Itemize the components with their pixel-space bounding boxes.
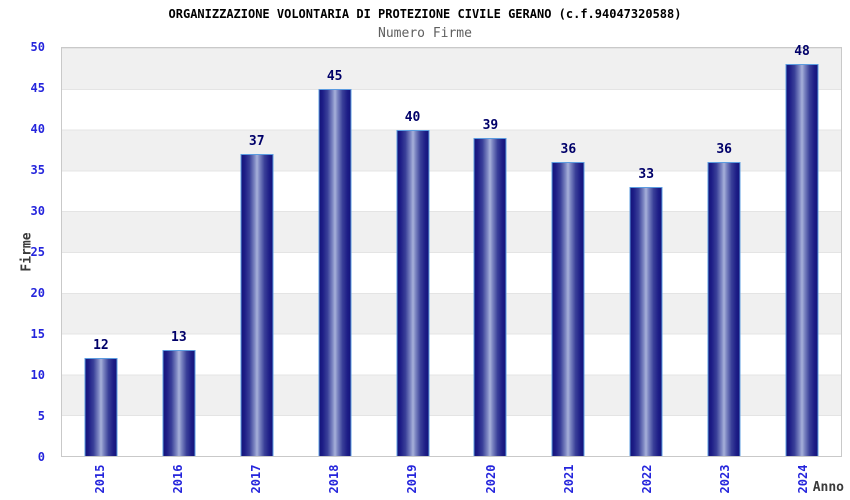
y-tick-label: 50	[30, 40, 45, 54]
bar-2021	[551, 162, 585, 456]
y-tick-label: 5	[37, 409, 45, 423]
x-axis-title: Anno	[812, 480, 844, 495]
y-tick-label: 35	[30, 163, 45, 177]
x-tick-label: 2017	[249, 464, 264, 494]
bar-value-label: 48	[794, 44, 810, 60]
x-tick-label: 2018	[327, 464, 342, 494]
bar-value-label: 36	[560, 142, 577, 158]
bar-value-label: 45	[326, 68, 343, 84]
plot-area: 12 13 37 45 40 39 36 33 36 48	[61, 44, 842, 457]
bar-2019	[396, 129, 430, 456]
y-tick-label: 20	[30, 286, 45, 300]
x-tick-label: 2020	[483, 464, 498, 494]
bar-value-label: 13	[171, 329, 187, 345]
bar-value-label: 39	[482, 117, 499, 133]
bar-2022	[629, 186, 663, 456]
bar-value-label: 33	[638, 166, 655, 182]
x-tick-label: 2015	[93, 464, 108, 494]
chart-title: ORGANIZZAZIONE VOLONTARIA DI PROTEZIONE …	[168, 7, 682, 21]
bar-value-label: 40	[404, 109, 421, 125]
y-tick-label: 40	[30, 122, 45, 136]
bar-value-label: 37	[248, 134, 265, 150]
x-tick-label: 2024	[795, 464, 810, 494]
x-tick-label: 2023	[717, 464, 732, 494]
chart-subtitle: Numero Firme	[378, 26, 472, 41]
y-tick-label: 25	[30, 245, 45, 259]
y-tick-label: 30	[30, 204, 45, 218]
x-axis: 2015 2016 2017 2018 2019 2020 2021 2022 2023 2024	[61, 458, 842, 500]
bar-2017	[240, 154, 274, 456]
x-tick-label: 2021	[561, 464, 576, 494]
x-tick-label: 2016	[171, 464, 186, 494]
y-tick-label: 0	[37, 450, 45, 464]
bar-2023	[707, 162, 741, 456]
bar-2018	[318, 88, 352, 456]
bar-2024	[785, 64, 819, 456]
y-tick-label: 45	[30, 81, 45, 95]
x-tick-label: 2019	[405, 464, 420, 494]
x-tick-label: 2022	[639, 464, 654, 494]
y-tick-label: 15	[30, 327, 45, 341]
bar-value-label: 36	[716, 142, 732, 158]
y-tick-label: 10	[30, 368, 45, 382]
bar-2015	[84, 358, 118, 456]
bar-2020	[473, 137, 507, 456]
y-axis: 0 5 10 15 20 25 30 35 40 45 50	[0, 41, 54, 463]
bar-2016	[162, 349, 196, 456]
bar-value-label: 12	[93, 338, 109, 354]
